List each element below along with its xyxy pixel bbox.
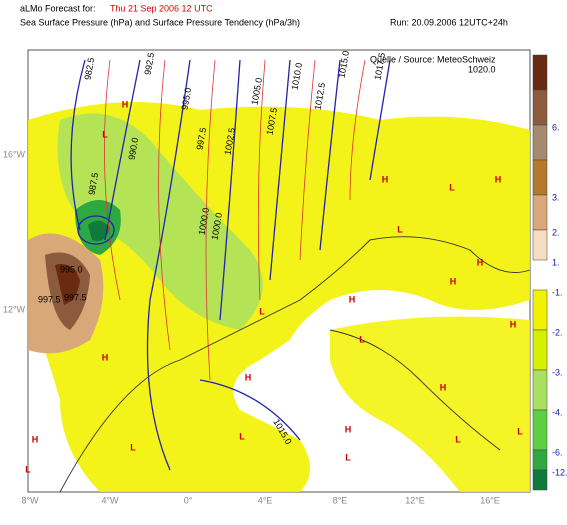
- pressure-center: H: [477, 257, 484, 267]
- header-run: Run: 20.09.2006 12UTC+24h: [390, 17, 508, 27]
- isobar-label: 1015.0: [336, 50, 351, 79]
- legend-swatch: [532, 89, 548, 126]
- map-source: Quelle / Source: MeteoSchweiz: [370, 54, 496, 64]
- tendency-area-yellow: [330, 316, 530, 492]
- isobar: [70, 59, 86, 231]
- legend-swatch: [532, 409, 548, 451]
- legend-label: -6.: [552, 447, 563, 457]
- pressure-center: L: [130, 442, 136, 452]
- isobar: [146, 59, 191, 471]
- isobar-label: 990.0: [126, 137, 140, 161]
- isobar-label: 992.5: [142, 52, 156, 76]
- lon-label: 8°W: [21, 495, 39, 505]
- pressure-center: L: [102, 129, 108, 139]
- legend-swatch: [532, 124, 548, 161]
- coastline: [59, 236, 531, 493]
- legend-label: -12.: [552, 467, 567, 477]
- legend-label: -4.: [552, 407, 563, 417]
- legend-label: 1.: [552, 257, 560, 267]
- pressure-center: L: [449, 182, 455, 192]
- legend-swatch: [532, 229, 548, 261]
- isobar-label: 1012.5: [312, 82, 327, 111]
- pressure-center: H: [510, 319, 517, 329]
- tendency-area-darkgreen: [88, 220, 110, 242]
- lon-label: 4°W: [101, 495, 119, 505]
- header-valid-time: Thu 21 Sep 2006 12 UTC: [110, 3, 213, 13]
- isobar: [319, 59, 341, 251]
- pressure-center: L: [25, 464, 31, 474]
- legend-label: -1.: [552, 287, 563, 297]
- isobar-label: 1007.5: [264, 107, 279, 136]
- isobar: [269, 59, 291, 281]
- legend-swatch: [532, 54, 548, 91]
- map-area: [27, 49, 531, 493]
- legend-swatch: [532, 194, 548, 231]
- isobar-label: 1000.0: [209, 212, 224, 241]
- lon-label: 8°E: [333, 495, 348, 505]
- legend-swatch: [532, 469, 548, 491]
- pressure-center: L: [397, 224, 403, 234]
- legend-label: 3.: [552, 192, 560, 202]
- header-subtitle: Sea Surface Pressure (hPa) and Surface P…: [20, 17, 300, 27]
- isobar-label: 1000.0: [196, 207, 211, 236]
- lat-label: 12°W: [3, 304, 26, 314]
- isobar-label: 995.0: [179, 87, 193, 111]
- pressure-center: H: [245, 372, 252, 382]
- pressure-center: H: [450, 276, 457, 286]
- legend-label: -3.: [552, 367, 563, 377]
- isobar: [199, 379, 301, 441]
- isobar-label: 987.5: [86, 172, 100, 196]
- legend-label: 2.: [552, 227, 560, 237]
- pressure-center: L: [359, 334, 365, 344]
- legend-swatch: [532, 449, 548, 471]
- legend-swatch: [532, 159, 548, 196]
- tendency-area-darkbrown: [55, 264, 80, 305]
- isobar: [219, 59, 241, 321]
- lat-label: 16°W: [3, 149, 26, 159]
- pressure-center: H: [32, 434, 39, 444]
- isobar-label: 1020.0: [468, 64, 496, 74]
- legend-swatch: [532, 329, 548, 371]
- pressure-center: H: [122, 99, 129, 109]
- lon-label: 0°: [184, 495, 193, 505]
- pressure-center: L: [517, 426, 523, 436]
- pressure-center: H: [102, 352, 109, 362]
- pressure-center: H: [349, 294, 356, 304]
- isobar-label: 1002.5: [222, 127, 237, 156]
- isobar-label: 995.0: [60, 264, 83, 274]
- legend-swatch: [532, 289, 548, 331]
- isobar-label: 1005.0: [249, 77, 264, 106]
- lon-label: 4°E: [258, 495, 273, 505]
- lon-label: 16°E: [480, 495, 500, 505]
- legend-label: -2.: [552, 327, 563, 337]
- pressure-center: H: [345, 424, 352, 434]
- legend-swatch: [532, 369, 548, 411]
- pressure-center: L: [345, 452, 351, 462]
- isobar-label: 982.5: [82, 57, 96, 81]
- isobar: [369, 59, 391, 181]
- pressure-center: L: [239, 431, 245, 441]
- header-prefix: aLMo Forecast for:: [20, 3, 96, 13]
- isobar-label: 997.5: [194, 127, 208, 151]
- tendency-lines: [103, 59, 366, 381]
- isobar-label: 1010.0: [289, 62, 304, 91]
- pressure-center: H: [495, 174, 502, 184]
- pressure-center: L: [455, 434, 461, 444]
- pressure-center: H: [440, 382, 447, 392]
- tendency-area-green: [57, 113, 263, 330]
- isobar: [77, 215, 115, 245]
- pressure-center: H: [382, 174, 389, 184]
- isobar-label: 997.5: [38, 294, 61, 304]
- isobars: [70, 59, 391, 471]
- isobar-label: 997.5: [64, 292, 87, 302]
- legend-label: 6.: [552, 122, 560, 132]
- pressure-center: L: [259, 306, 265, 316]
- isobar-label: 1017.5: [372, 52, 387, 81]
- lon-label: 12°E: [405, 495, 425, 505]
